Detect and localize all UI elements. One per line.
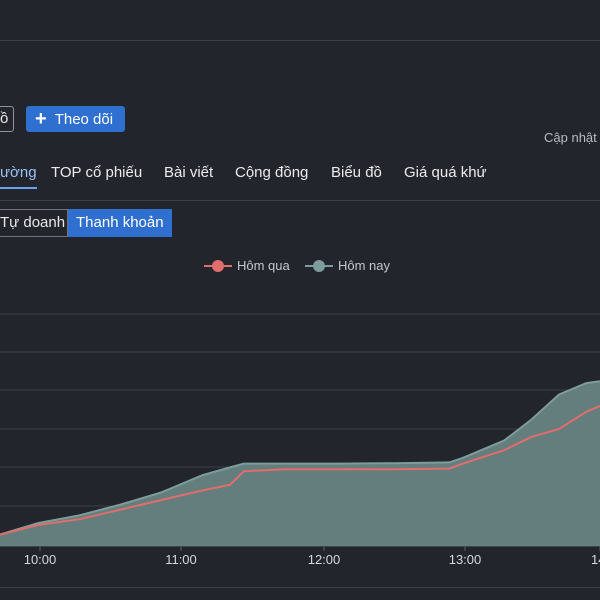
legend-yesterday-label: Hôm qua: [237, 258, 290, 273]
yesterday-legend-icon: [204, 259, 232, 273]
footer-divider: [0, 587, 600, 588]
legend-today[interactable]: Hôm nay: [305, 258, 390, 273]
plus-icon: +: [35, 108, 47, 130]
updated-label: Cập nhật: [544, 130, 597, 145]
legend-today-label: Hôm nay: [338, 258, 391, 273]
today-legend-icon: [305, 259, 333, 273]
tab-charts[interactable]: Biểu đồ: [331, 164, 382, 181]
tab-top-stocks[interactable]: TOP cổ phiếu: [51, 164, 143, 181]
subtab-proprietary[interactable]: Tự doanh: [0, 209, 68, 237]
follow-button[interactable]: + Theo dõi: [26, 106, 125, 132]
legend-yesterday[interactable]: Hôm qua: [204, 258, 290, 273]
liquidity-chart: 10:00 11:00 12:00 13:00 14: [0, 313, 600, 567]
x-tick-label: 11:00: [165, 552, 197, 567]
follow-button-label: Theo dõi: [54, 110, 114, 128]
tab-community[interactable]: Cộng đồng: [235, 164, 309, 181]
tab-market[interactable]: ường: [0, 164, 37, 189]
x-tick-label: 14: [591, 552, 600, 567]
x-tick-label: 10:00: [24, 552, 57, 567]
follow-row: ồ + Theo dõi: [0, 106, 600, 134]
header-divider: [0, 40, 600, 41]
series-today-line: [0, 380, 600, 536]
prev-action-button[interactable]: ồ: [0, 106, 14, 132]
series-yesterday-line: [0, 405, 600, 536]
x-tick-label: 13:00: [449, 552, 482, 567]
x-tick-label: 12:00: [308, 552, 341, 567]
main-tabs: ường TOP cổ phiếu Bài viết Cộng đồng Biể…: [0, 160, 600, 201]
tab-price-history[interactable]: Giá quá khứ: [404, 164, 487, 181]
subtab-liquidity[interactable]: Thanh khoản: [68, 209, 172, 237]
tab-articles[interactable]: Bài viết: [164, 164, 214, 181]
